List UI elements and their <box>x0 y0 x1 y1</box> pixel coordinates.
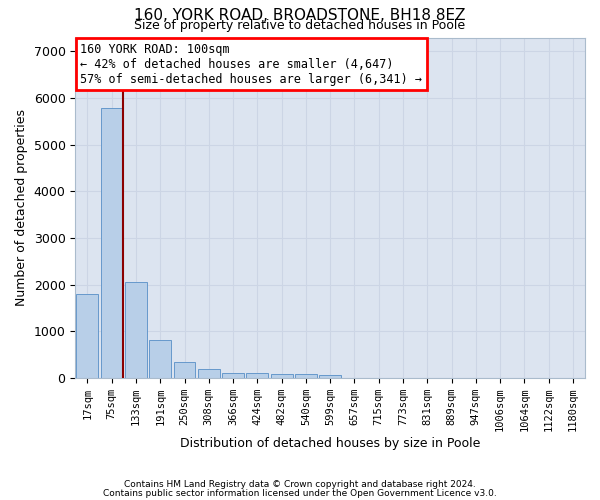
Bar <box>319 376 341 378</box>
Text: 160, YORK ROAD, BROADSTONE, BH18 8EZ: 160, YORK ROAD, BROADSTONE, BH18 8EZ <box>134 8 466 22</box>
Bar <box>125 282 147 378</box>
Bar <box>295 374 317 378</box>
Bar <box>149 340 171 378</box>
Text: Size of property relative to detached houses in Poole: Size of property relative to detached ho… <box>134 18 466 32</box>
X-axis label: Distribution of detached houses by size in Poole: Distribution of detached houses by size … <box>180 437 481 450</box>
Text: Contains HM Land Registry data © Crown copyright and database right 2024.: Contains HM Land Registry data © Crown c… <box>124 480 476 489</box>
Bar <box>271 374 293 378</box>
Bar <box>198 369 220 378</box>
Text: Contains public sector information licensed under the Open Government Licence v3: Contains public sector information licen… <box>103 488 497 498</box>
Bar <box>76 294 98 378</box>
Bar <box>247 374 268 378</box>
Y-axis label: Number of detached properties: Number of detached properties <box>15 109 28 306</box>
Text: 160 YORK ROAD: 100sqm
← 42% of detached houses are smaller (4,647)
57% of semi-d: 160 YORK ROAD: 100sqm ← 42% of detached … <box>80 42 422 86</box>
Bar <box>101 108 122 378</box>
Bar <box>222 372 244 378</box>
Bar <box>173 362 196 378</box>
